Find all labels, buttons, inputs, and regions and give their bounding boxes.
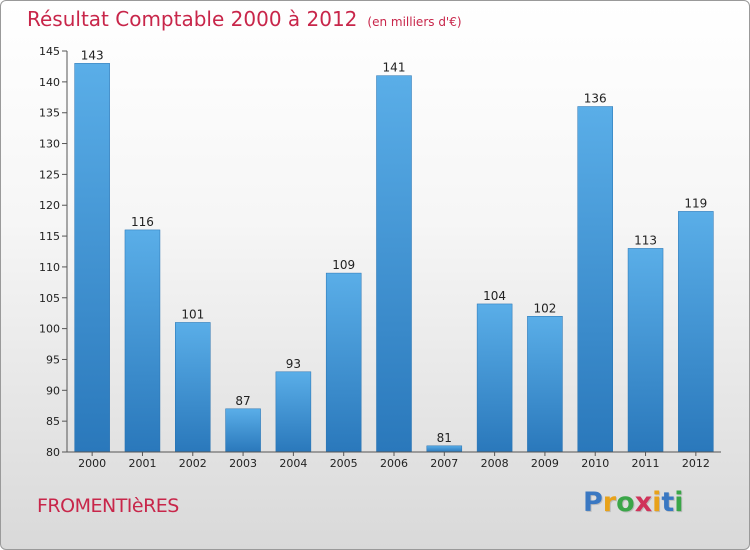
- x-tick-label: 2000: [78, 457, 106, 470]
- logo-letter: i: [652, 487, 662, 518]
- y-tick-label: 85: [46, 415, 60, 428]
- bar-value-label: 87: [235, 394, 250, 408]
- bar: [74, 63, 110, 453]
- bars: 143 116 101 87 93 109 141 81 104 102 136 113 119: [74, 48, 714, 453]
- logo-letter: t: [661, 487, 675, 518]
- bar-value-label: 116: [131, 215, 154, 229]
- bar: [627, 248, 664, 453]
- chart-title: Résultat Comptable 2000 à 2012 (en millie…: [27, 7, 462, 31]
- y-tick-label: 135: [39, 107, 60, 120]
- bar: [124, 229, 161, 453]
- x-tick-label: 2006: [380, 457, 408, 470]
- logo-letter: P: [583, 487, 603, 518]
- bar-value-label: 136: [584, 92, 607, 106]
- chart-title-text: Résultat Comptable 2000 à 2012: [27, 7, 358, 31]
- logo-letter: i: [674, 487, 684, 518]
- bar-value-label: 109: [332, 258, 355, 272]
- logo-letter: r: [602, 487, 617, 518]
- x-axis: 2000 2001 2002 2003 2004 2005 2006 2007 2008 2009…: [67, 451, 721, 470]
- x-tick-label: 2003: [229, 457, 257, 470]
- y-tick-label: 80: [46, 446, 60, 459]
- bar-value-label: 104: [483, 289, 506, 303]
- y-tick-label: 130: [39, 138, 60, 151]
- y-tick-label: 140: [39, 76, 60, 89]
- bar: [678, 211, 714, 453]
- bar: [577, 106, 613, 453]
- bar-value-label: 101: [181, 307, 204, 321]
- bar-value-label: 81: [437, 431, 452, 445]
- logo-letter: o: [616, 487, 635, 518]
- x-tick-label: 2007: [430, 457, 458, 470]
- y-tick-label: 110: [39, 261, 60, 274]
- y-axis: 80 85 90 95 100 105 110 115 120 125 130 135 140 145: [39, 45, 68, 459]
- bar: [476, 303, 513, 453]
- bar-value-label: 119: [684, 196, 707, 210]
- bar: [175, 322, 211, 453]
- bar-value-label: 102: [533, 301, 556, 315]
- y-tick-label: 115: [39, 230, 60, 243]
- y-tick-label: 105: [39, 292, 60, 305]
- commune-name: FROMENTIèRES: [37, 495, 179, 517]
- bar: [426, 445, 463, 453]
- y-tick-label: 95: [46, 353, 60, 366]
- bar: [225, 408, 261, 453]
- bar: [376, 75, 412, 453]
- x-tick-label: 2005: [330, 457, 358, 470]
- y-tick-label: 145: [39, 45, 60, 58]
- x-tick-label: 2009: [531, 457, 559, 470]
- x-tick-label: 2001: [128, 457, 156, 470]
- logo-letter: x: [634, 487, 653, 518]
- x-tick-label: 2008: [481, 457, 509, 470]
- y-tick-label: 90: [46, 384, 60, 397]
- bar-value-label: 93: [286, 357, 301, 371]
- x-tick-label: 2002: [179, 457, 207, 470]
- y-tick-label: 100: [39, 323, 60, 336]
- bar-value-label: 113: [634, 233, 657, 247]
- x-tick-label: 2010: [581, 457, 609, 470]
- y-tick-label: 120: [39, 199, 60, 212]
- x-tick-label: 2012: [682, 457, 710, 470]
- proxiti-logo: Proxiti: [583, 487, 684, 518]
- chart-subtitle: (en milliers d'€): [367, 15, 462, 29]
- x-tick-label: 2004: [279, 457, 307, 470]
- y-tick-label: 125: [39, 168, 60, 181]
- bar-value-label: 143: [81, 48, 104, 62]
- bar-value-label: 141: [383, 61, 406, 75]
- bar: [275, 371, 312, 453]
- bar: [325, 272, 362, 453]
- x-tick-label: 2011: [632, 457, 660, 470]
- bar: [527, 316, 563, 453]
